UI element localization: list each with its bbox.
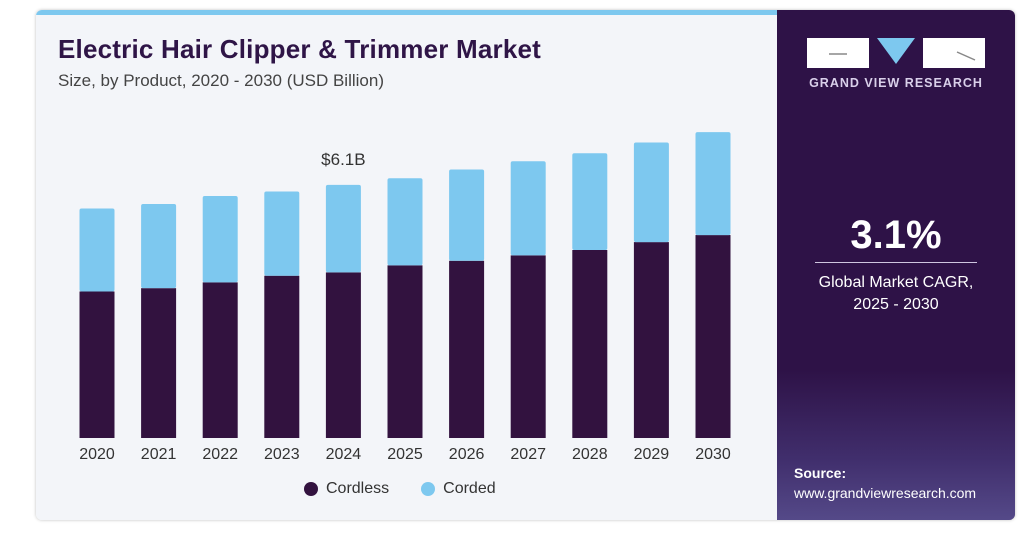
x-tick-label: 2021 [141, 446, 177, 463]
cagr-label-line1: Global Market CAGR, [818, 274, 974, 291]
x-tick-label: 2026 [449, 446, 485, 463]
cagr-value: 3.1% [850, 213, 942, 257]
info-panel: GRAND VIEW RESEARCH 3.1% Global Market C… [777, 10, 1015, 520]
divider [815, 262, 977, 263]
bar-corded-2024 [325, 184, 361, 273]
bar-corded-2028 [572, 153, 608, 251]
x-tick-label: 2027 [510, 446, 546, 463]
bar-corded-2025 [387, 178, 423, 266]
legend-item-corded: Corded [421, 480, 496, 498]
cagr-label: Global Market CAGR, 2025 - 2030 [777, 272, 1015, 316]
bar-corded-2027 [510, 161, 546, 256]
legend-swatch-corded [421, 482, 436, 496]
bar-chart: 2020 2021 2022 2023 2024 $6.1B 2025 2026 2027 202… [79, 132, 731, 463]
bar-cordless-2021 [141, 288, 177, 438]
accent-bar [36, 10, 777, 15]
legend-swatch-cordless [304, 482, 318, 496]
bar-corded-2022 [202, 196, 238, 283]
decorative-wave [777, 370, 1015, 520]
legend-label: Cordless [326, 480, 390, 497]
legend: Cordless Corded [304, 480, 528, 498]
cagr-label-line2: 2025 - 2030 [853, 296, 939, 313]
source-label: Source: [794, 465, 847, 481]
infographic-card: Electric Hair Clipper & Trimmer Market S… [36, 10, 1015, 520]
bar-corded-2030 [695, 132, 731, 236]
x-tick-label: 2029 [634, 446, 670, 463]
legend-label: Corded [443, 480, 496, 497]
bar-cordless-2028 [572, 250, 608, 438]
data-label-2024: $6.1B [321, 150, 365, 169]
x-tick-label: 2023 [264, 446, 300, 463]
brand-name: GRAND VIEW RESEARCH [809, 76, 983, 90]
x-tick-label: 2020 [79, 446, 115, 463]
chart-title: Electric Hair Clipper & Trimmer Market [58, 34, 542, 64]
source-url[interactable]: www.grandviewresearch.com [794, 485, 977, 501]
bar-corded-2020 [79, 208, 115, 292]
grand-view-research-logo [807, 38, 985, 68]
legend-item-cordless: Cordless [304, 480, 389, 498]
bar-cordless-2030 [695, 235, 731, 438]
chart-panel: Electric Hair Clipper & Trimmer Market S… [36, 10, 777, 520]
bar-cordless-2023 [264, 275, 300, 438]
bar-cordless-2029 [633, 242, 669, 438]
x-tick-label: 2022 [202, 446, 238, 463]
bar-corded-2023 [264, 191, 300, 276]
x-tick-label: 2024 [326, 446, 362, 463]
bar-cordless-2020 [79, 291, 115, 438]
bar-corded-2026 [449, 169, 485, 261]
x-tick-label: 2025 [387, 446, 423, 463]
bar-corded-2021 [141, 203, 177, 289]
chart-subtitle: Size, by Product, 2020 - 2030 (USD Billi… [58, 71, 384, 90]
x-tick-label: 2028 [572, 446, 608, 463]
bar-corded-2029 [633, 142, 669, 243]
bar-cordless-2026 [449, 260, 485, 438]
bar-cordless-2027 [510, 255, 546, 438]
bar-cordless-2024 [325, 272, 361, 438]
bar-cordless-2025 [387, 265, 423, 438]
x-tick-label: 2030 [695, 446, 731, 463]
source: Source: www.grandviewresearch.com [794, 463, 976, 503]
bar-cordless-2022 [202, 282, 238, 438]
